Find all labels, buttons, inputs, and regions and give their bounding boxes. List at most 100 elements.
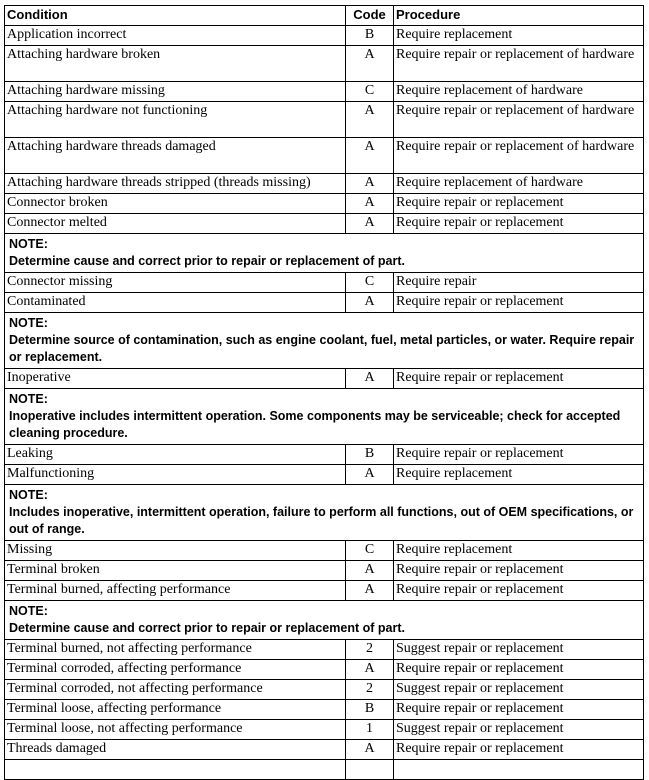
- table-row: Attaching hardware threads stripped (thr…: [4, 173, 644, 194]
- condition-cell: Attaching hardware missing: [4, 81, 346, 102]
- note-text: Determine cause and correct prior to rep…: [9, 621, 405, 635]
- code-cell: A: [345, 580, 394, 601]
- table-row: Terminal corroded, affecting performance…: [4, 659, 644, 680]
- note-cell: NOTE: Includes inoperative, intermittent …: [4, 484, 644, 541]
- note-cell: NOTE: Determine cause and correct prior t…: [4, 600, 644, 640]
- procedure-cell: Require repair or replacement of hardwar…: [393, 101, 644, 138]
- table-row: Malfunctioning A Require replacement: [4, 464, 644, 485]
- empty-cell: [345, 759, 394, 780]
- table-row: Missing C Require replacement: [4, 540, 644, 561]
- note-label: NOTE:: [9, 316, 48, 330]
- procedure-cell: Require replacement: [393, 540, 644, 561]
- code-cell: A: [345, 101, 394, 138]
- note-text: Inoperative includes intermittent operat…: [9, 409, 621, 440]
- code-cell: C: [345, 81, 394, 102]
- table-header: Condition Code Procedure: [4, 5, 644, 26]
- code-cell: 1: [345, 719, 394, 740]
- code-cell: A: [345, 45, 394, 82]
- table-row: Connector broken A Require repair or repla…: [4, 193, 644, 214]
- note-row: NOTE: Determine cause and correct prior t…: [4, 600, 644, 640]
- note-text: Determine cause and correct prior to rep…: [9, 254, 405, 268]
- condition-cell: Leaking: [4, 444, 346, 465]
- condition-cell: Terminal burned, not affecting performan…: [4, 639, 346, 660]
- condition-cell: Terminal burned, affecting performance: [4, 580, 346, 601]
- procedure-cell: Require replacement of hardware: [393, 173, 644, 194]
- table-row: Attaching hardware not functioning A Requi…: [4, 101, 644, 138]
- header-cell: Procedure: [393, 5, 644, 26]
- condition-cell: Attaching hardware not functioning: [4, 101, 346, 138]
- condition-cell: Terminal corroded, not affecting perform…: [4, 679, 346, 700]
- procedure-cell: Require repair or replacement of hardwar…: [393, 137, 644, 174]
- condition-cell: Connector broken: [4, 193, 346, 214]
- note-label: NOTE:: [9, 237, 48, 251]
- empty-row: [4, 759, 644, 780]
- note-label: NOTE:: [9, 488, 48, 502]
- note-text: Includes inoperative, intermittent opera…: [9, 505, 634, 536]
- condition-cell: Attaching hardware broken: [4, 45, 346, 82]
- note-row: NOTE: Includes inoperative, intermittent …: [4, 484, 644, 541]
- procedure-cell: Require replacement: [393, 464, 644, 485]
- code-cell: A: [345, 368, 394, 389]
- note-row: NOTE: Determine source of contamination, …: [4, 312, 644, 369]
- table-row: Connector missing C Require repair: [4, 272, 644, 293]
- procedure-cell: Require repair or replacement: [393, 739, 644, 760]
- condition-cell: Attaching hardware threads stripped (thr…: [4, 173, 346, 194]
- code-cell: A: [345, 173, 394, 194]
- procedure-cell: Suggest repair or replacement: [393, 719, 644, 740]
- procedure-cell: Require repair or replacement: [393, 444, 644, 465]
- condition-cell: Application incorrect: [4, 25, 346, 46]
- procedure-cell: Require repair or replacement: [393, 580, 644, 601]
- procedure-cell: Require repair or replacement: [393, 368, 644, 389]
- condition-cell: Attaching hardware threads damaged: [4, 137, 346, 174]
- code-cell: B: [345, 699, 394, 720]
- condition-cell: Malfunctioning: [4, 464, 346, 485]
- procedure-cell: Require repair: [393, 272, 644, 293]
- procedure-cell: Require repair or replacement: [393, 213, 644, 234]
- note-cell: NOTE: Determine cause and correct prior t…: [4, 233, 644, 273]
- table-container: Condition Code Procedure Application inc…: [4, 5, 644, 780]
- procedure-cell: Require repair or replacement: [393, 659, 644, 680]
- condition-cell: Missing: [4, 540, 346, 561]
- condition-cell: Terminal loose, affecting performance: [4, 699, 346, 720]
- procedure-cell: Require repair or replacement: [393, 560, 644, 581]
- header-cell: Condition: [4, 5, 346, 26]
- code-cell: A: [345, 659, 394, 680]
- table-body: Application incorrect B Require replacemen…: [4, 25, 644, 780]
- code-cell: C: [345, 540, 394, 561]
- note-label: NOTE:: [9, 392, 48, 406]
- code-cell: B: [345, 444, 394, 465]
- procedure-cell: Require repair or replacement of hardwar…: [393, 45, 644, 82]
- table-row: Inoperative A Require repair or replacemen…: [4, 368, 644, 389]
- code-cell: 2: [345, 639, 394, 660]
- code-cell: A: [345, 137, 394, 174]
- condition-cell: Connector melted: [4, 213, 346, 234]
- table-row: Terminal burned, affecting performance A R…: [4, 580, 644, 601]
- table-row: Application incorrect B Require replacemen…: [4, 25, 644, 46]
- note-cell: NOTE: Determine source of contamination, …: [4, 312, 644, 369]
- condition-cell: Terminal corroded, affecting performance: [4, 659, 346, 680]
- code-cell: A: [345, 560, 394, 581]
- table-row: Terminal broken A Require repair or replac…: [4, 560, 644, 581]
- table-row: Terminal burned, not affecting performan…: [4, 639, 644, 660]
- note-row: NOTE: Inoperative includes intermittent o…: [4, 388, 644, 445]
- table-row: Attaching hardware threads damaged A Requi…: [4, 137, 644, 174]
- code-cell: A: [345, 292, 394, 313]
- table-row: Terminal loose, affecting performance B Re…: [4, 699, 644, 720]
- note-label: NOTE:: [9, 604, 48, 618]
- code-cell: A: [345, 193, 394, 214]
- condition-cell: Terminal loose, not affecting performanc…: [4, 719, 346, 740]
- header-cell: Code: [345, 5, 394, 26]
- code-cell: 2: [345, 679, 394, 700]
- procedure-cell: Require replacement: [393, 25, 644, 46]
- code-cell: C: [345, 272, 394, 293]
- header-row: Condition Code Procedure: [4, 5, 644, 26]
- code-cell: A: [345, 739, 394, 760]
- procedure-cell: Require repair or replacement: [393, 292, 644, 313]
- table-row: Connector melted A Require repair or repla…: [4, 213, 644, 234]
- procedure-cell: Suggest repair or replacement: [393, 679, 644, 700]
- note-row: NOTE: Determine cause and correct prior t…: [4, 233, 644, 273]
- code-cell: B: [345, 25, 394, 46]
- condition-cell: Terminal broken: [4, 560, 346, 581]
- condition-cell: Connector missing: [4, 272, 346, 293]
